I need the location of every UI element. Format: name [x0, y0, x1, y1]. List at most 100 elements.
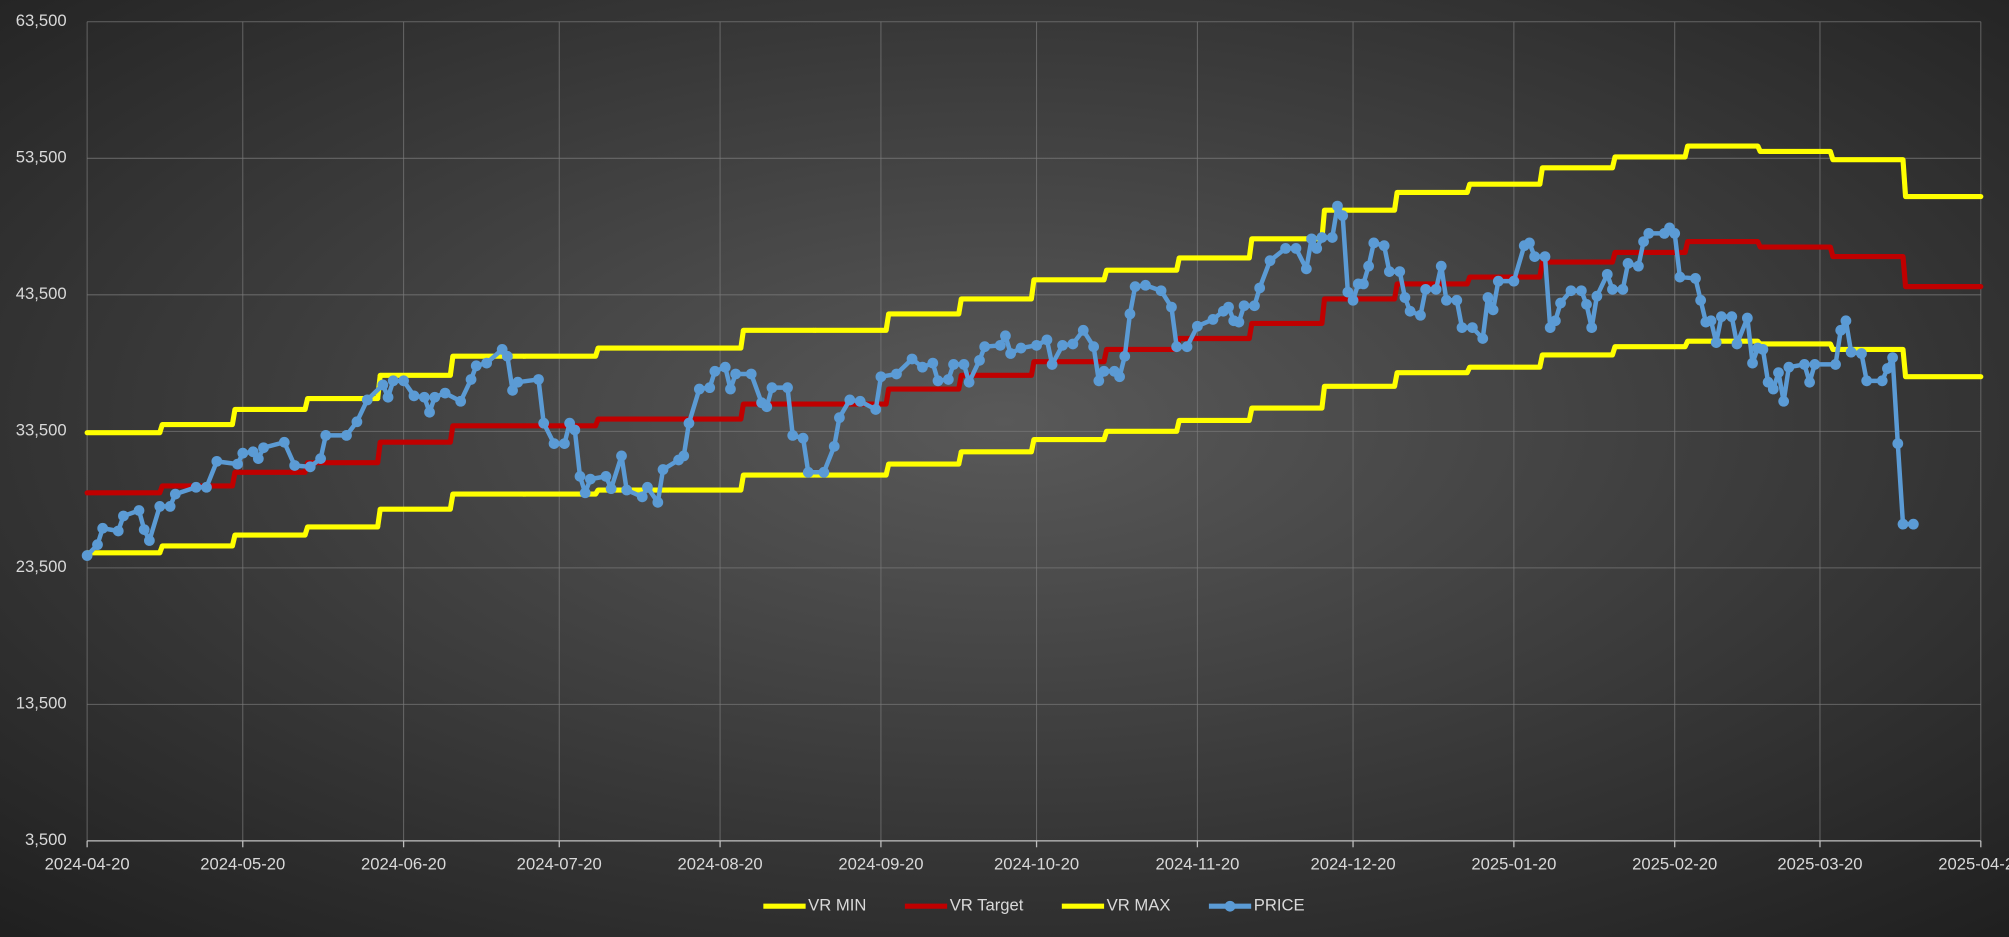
y-tick-label: 53,500: [16, 148, 67, 167]
x-tick-label: 2024-12-20: [1310, 855, 1395, 874]
price-marker: [1015, 342, 1027, 354]
price-marker: [112, 525, 124, 537]
price-marker: [1876, 375, 1888, 387]
price-marker: [1031, 339, 1042, 351]
step-riser: [1319, 298, 1328, 324]
price-marker: [418, 391, 430, 403]
price-marker: [1046, 359, 1058, 370]
step-riser: [1900, 159, 1909, 197]
price-marker: [382, 391, 394, 403]
price-marker: [1508, 275, 1520, 287]
price-marker: [870, 404, 882, 415]
price-marker: [81, 550, 93, 561]
price-marker: [1669, 228, 1681, 239]
x-tick-label: 2024-07-20: [517, 855, 602, 874]
price-marker: [719, 361, 731, 373]
price-marker: [979, 341, 991, 353]
price-marker: [1233, 316, 1245, 328]
price-marker: [289, 460, 301, 471]
price-marker: [211, 455, 223, 467]
price-marker: [278, 436, 290, 448]
price-marker: [745, 368, 757, 380]
price-marker: [1607, 283, 1618, 295]
price-marker: [1077, 324, 1089, 336]
price-marker: [1747, 357, 1758, 369]
price-marker: [974, 354, 985, 366]
x-tick-label: 2024-04-20: [45, 855, 130, 874]
price-marker: [844, 394, 856, 406]
x-tick-label: 2024-08-20: [678, 855, 763, 874]
price-marker: [1767, 383, 1779, 395]
price-marker: [1550, 315, 1561, 327]
price-marker: [725, 383, 736, 395]
price-marker: [1326, 232, 1338, 243]
price-marker: [678, 450, 690, 462]
y-tick-label: 43,500: [16, 284, 67, 303]
price-marker: [942, 374, 954, 385]
price-marker: [315, 453, 326, 465]
price-marker: [1466, 322, 1478, 333]
price-marker: [906, 353, 918, 365]
y-tick-label: 13,500: [16, 694, 67, 713]
price-marker: [1332, 200, 1343, 212]
price-marker: [1192, 320, 1203, 332]
price-marker: [1487, 304, 1499, 316]
price-marker: [761, 401, 773, 413]
price-marker: [1892, 438, 1904, 449]
price-marker: [1207, 314, 1219, 325]
price-marker: [1238, 300, 1250, 312]
price-marker: [1726, 311, 1738, 323]
price-marker: [1482, 292, 1494, 303]
price-marker: [398, 375, 409, 387]
price-marker: [657, 464, 669, 475]
price-marker: [1581, 298, 1592, 310]
price-marker: [1529, 251, 1541, 262]
y-tick-label: 3,500: [25, 830, 67, 849]
price-marker: [1555, 297, 1566, 309]
price-marker: [351, 416, 363, 428]
price-marker: [1358, 278, 1369, 290]
price-marker: [636, 491, 648, 503]
x-tick-label: 2024-09-20: [838, 855, 923, 874]
price-marker: [1778, 395, 1790, 407]
step-riser: [375, 441, 383, 464]
price-marker: [1441, 294, 1452, 306]
price-marker: [958, 359, 970, 370]
price-marker: [1337, 210, 1349, 222]
price-marker: [470, 360, 482, 372]
price-marker: [1897, 518, 1909, 530]
price-marker: [963, 376, 975, 388]
price-marker: [377, 379, 389, 391]
price-marker: [1716, 311, 1727, 323]
price-marker: [1098, 365, 1110, 377]
price-marker: [704, 382, 716, 394]
y-tick-label: 33,500: [16, 421, 67, 440]
price-marker: [574, 470, 586, 482]
price-marker: [1861, 375, 1873, 387]
price-marker: [1155, 285, 1167, 297]
series: [81, 200, 1919, 561]
price-marker: [797, 432, 809, 444]
x-tick-label: 2025-01-20: [1471, 855, 1556, 874]
price-marker: [1731, 338, 1743, 350]
legend: VR MIN VR Target VR MAX PRICE: [763, 896, 1305, 915]
x-tick-label: 2025-03-20: [1777, 855, 1862, 874]
price-marker: [1290, 243, 1302, 254]
price-marker: [1617, 283, 1629, 295]
step-riser: [375, 508, 383, 528]
price-marker: [144, 535, 155, 546]
price-marker: [1171, 341, 1183, 353]
price-marker: [1907, 518, 1919, 530]
price-marker: [642, 481, 653, 493]
price-marker: [1705, 315, 1717, 327]
price-marker: [1264, 255, 1276, 267]
price-marker: [559, 438, 570, 449]
price-marker: [1435, 260, 1447, 272]
price-marker: [1638, 236, 1649, 247]
x-tick-label: 2025-04-20: [1938, 855, 2009, 874]
price-marker: [1368, 237, 1380, 249]
price-marker: [1383, 266, 1395, 277]
price-marker: [782, 382, 793, 394]
price-marker: [138, 524, 150, 536]
